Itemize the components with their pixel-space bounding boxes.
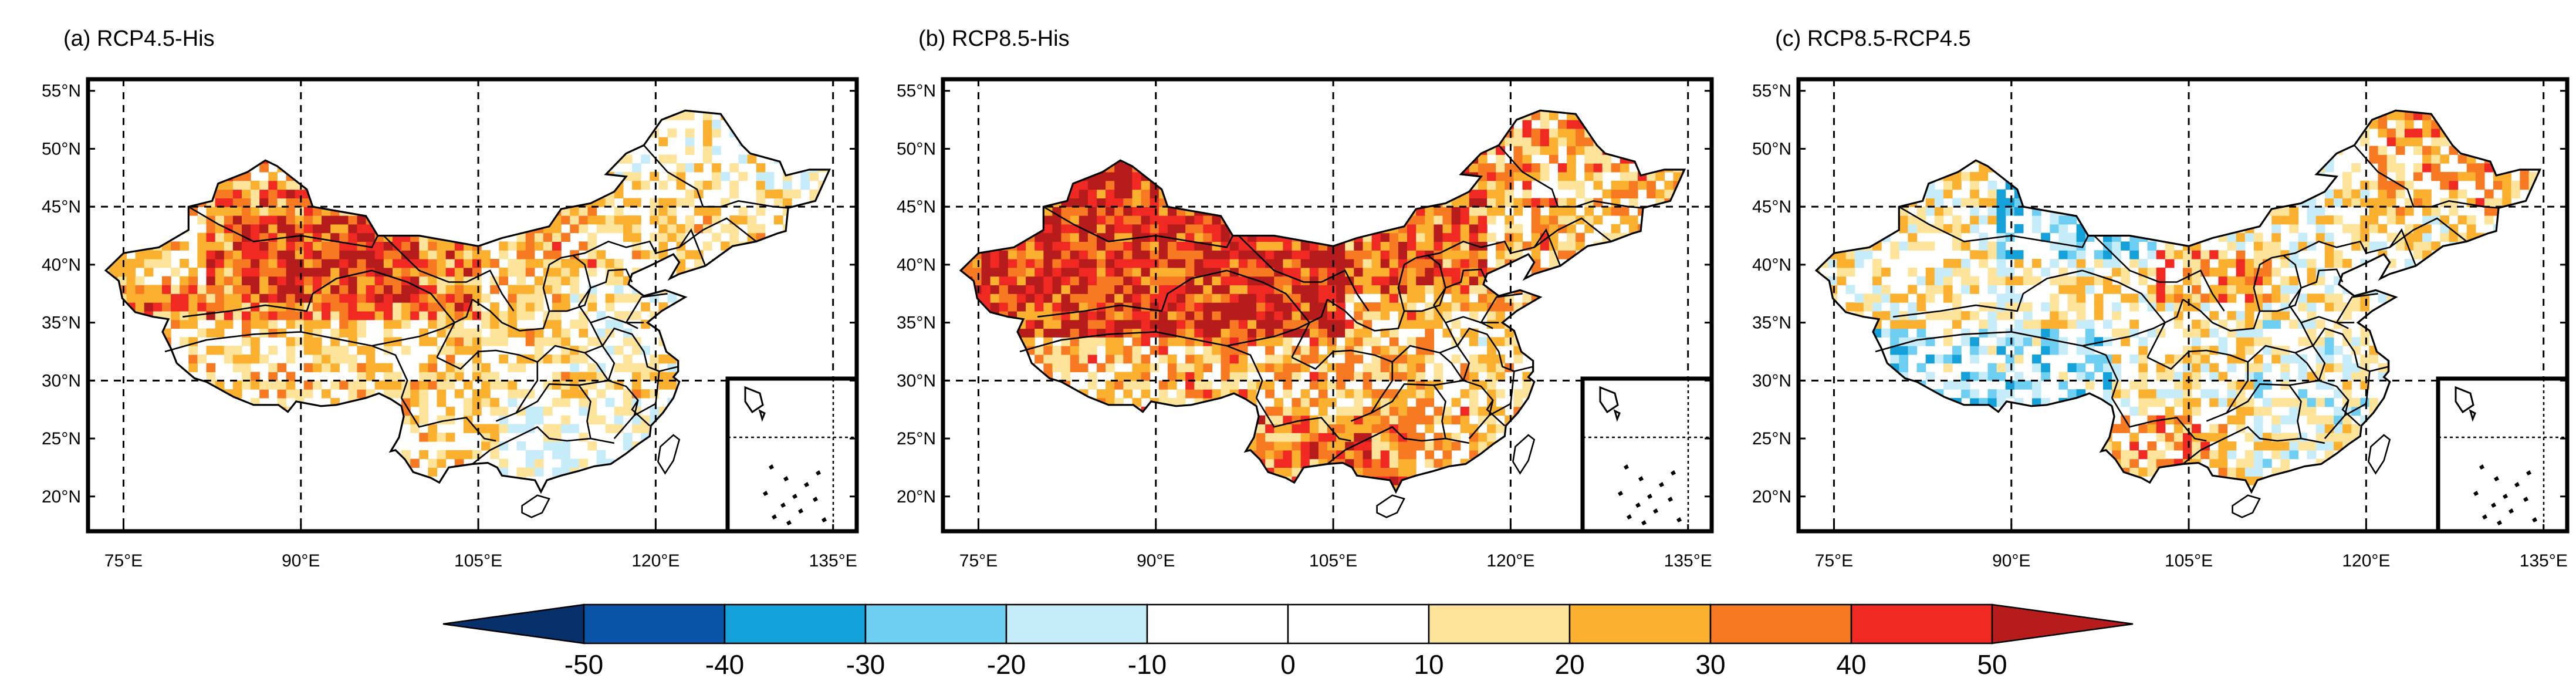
colorbar-tick-label: -20	[987, 649, 1026, 680]
colorbar-box	[1570, 605, 1710, 643]
lon-label: 105°E	[454, 551, 502, 571]
lon-label: 75°E	[1815, 551, 1853, 571]
panel-c: (c) RCP8.5-RCP4.5 55°N 50°N 45°N 40°N 35°N 30…	[1752, 26, 2568, 571]
colorbar-tick-label: -50	[564, 649, 603, 680]
lat-label: 30°N	[897, 371, 936, 390]
colorbar-box	[725, 605, 866, 643]
colorbar-box	[584, 605, 725, 643]
colorbar-tick-label: 40	[1836, 649, 1866, 680]
lat-label: 25°N	[42, 429, 81, 448]
lon-label: 75°E	[104, 551, 143, 571]
colorbar-tick-label: 20	[1554, 649, 1584, 680]
lon-label: 120°E	[1486, 551, 1534, 571]
colorbar-box	[1288, 605, 1429, 643]
map-area-b: 55°N 50°N 45°N 40°N 35°N 30°N 25°N 20°N 75°E 90°E…	[897, 79, 1712, 571]
panel-title-a: (a) RCP4.5-His	[63, 26, 215, 51]
lat-label: 30°N	[1752, 371, 1791, 390]
lat-label: 55°N	[1752, 82, 1791, 101]
lat-label: 20°N	[1752, 487, 1791, 507]
lon-label: 120°E	[2342, 551, 2390, 571]
lat-label: 20°N	[42, 487, 81, 507]
map-area-c: 55°N 50°N 45°N 40°N 35°N 30°N 25°N 20°N 75°E 90°E…	[1752, 79, 2568, 571]
colorbar-box	[1147, 605, 1288, 643]
south-china-sea-inset	[728, 379, 857, 531]
lon-label: 105°E	[2165, 551, 2213, 571]
panel-title-b: (b) RCP8.5-His	[918, 26, 1070, 51]
colorbar-tick-label: -10	[1128, 649, 1167, 680]
lon-label: 90°E	[1137, 551, 1175, 571]
hainan-outline	[522, 495, 549, 518]
lat-label: 55°N	[897, 82, 936, 101]
lat-label: 25°N	[1752, 429, 1791, 448]
colorbar-tick-label: -40	[705, 649, 744, 680]
lat-label: 40°N	[1752, 255, 1791, 275]
colorbar-arrow-high	[1992, 605, 2133, 643]
colorbar-box	[1429, 605, 1570, 643]
colorbar: -50 -40 -30 -20 -10 0 10 20 30 40 50	[443, 605, 2133, 680]
colorbar-box	[1710, 605, 1851, 643]
lon-label: 120°E	[631, 551, 680, 571]
taiwan-outline	[658, 435, 679, 473]
taiwan-outline	[1513, 435, 1534, 473]
lat-label: 35°N	[897, 313, 936, 333]
colorbar-arrow-low	[443, 605, 584, 643]
lon-label: 135°E	[809, 551, 857, 571]
lat-label: 35°N	[42, 313, 81, 333]
colorbar-tick-label: 30	[1695, 649, 1725, 680]
lat-label: 35°N	[1752, 313, 1791, 333]
lon-label: 75°E	[959, 551, 998, 571]
colorbar-tick-label: 0	[1280, 649, 1296, 680]
lat-label: 50°N	[42, 139, 81, 158]
lon-label: 135°E	[1664, 551, 1712, 571]
lon-label: 135°E	[2520, 551, 2568, 571]
colorbar-tick-label: -30	[846, 649, 885, 680]
south-china-sea-inset	[1583, 379, 1712, 531]
lat-label: 25°N	[897, 429, 936, 448]
panel-b: (b) RCP8.5-His 55°N 50°N 45°N 40°N 35°N 30°N 2…	[897, 26, 1712, 571]
lat-label: 45°N	[1752, 197, 1791, 217]
panel-title-c: (c) RCP8.5-RCP4.5	[1775, 26, 1971, 51]
lat-label: 20°N	[897, 487, 936, 507]
hainan-outline	[2233, 495, 2260, 518]
map-area-a: 55°N 50°N 45°N 40°N 35°N 30°N 25°N 20°N 75°E 90°E…	[42, 79, 857, 571]
hainan-outline	[1377, 495, 1404, 518]
lat-label: 50°N	[1752, 139, 1791, 158]
colorbar-tick-label: 10	[1414, 649, 1443, 680]
colorbar-tick-label: 50	[1977, 649, 2007, 680]
panel-a: (a) RCP4.5-His 55°N 50°N 45°N 40°N 35°N 30°N 2…	[42, 26, 857, 571]
colorbar-box	[1006, 605, 1147, 643]
taiwan-outline	[2368, 435, 2389, 473]
lat-label: 40°N	[897, 255, 936, 275]
lat-label: 40°N	[42, 255, 81, 275]
lat-label: 50°N	[897, 139, 936, 158]
lat-label: 30°N	[42, 371, 81, 390]
lon-label: 105°E	[1309, 551, 1357, 571]
lat-label: 55°N	[42, 82, 81, 101]
colorbar-box	[1851, 605, 1992, 643]
lon-label: 90°E	[1992, 551, 2030, 571]
colorbar-box	[866, 605, 1006, 643]
lat-label: 45°N	[42, 197, 81, 217]
lat-label: 45°N	[897, 197, 936, 217]
south-china-sea-inset	[2438, 379, 2567, 531]
lon-label: 90°E	[282, 551, 320, 571]
